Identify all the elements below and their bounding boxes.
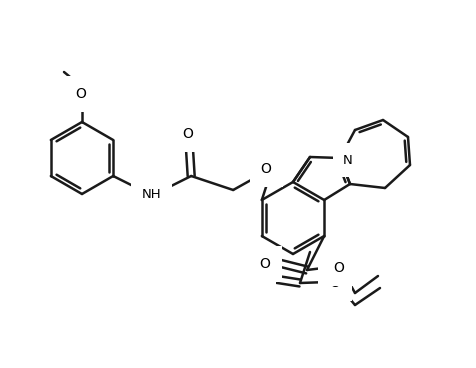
- Text: O: O: [259, 257, 270, 271]
- Text: O: O: [254, 270, 265, 284]
- Text: O: O: [334, 261, 345, 275]
- Text: O: O: [261, 162, 272, 176]
- Text: O: O: [183, 127, 194, 141]
- Text: O: O: [329, 276, 340, 290]
- Text: N: N: [343, 153, 353, 166]
- Text: NH: NH: [141, 188, 161, 202]
- Text: O: O: [76, 87, 87, 101]
